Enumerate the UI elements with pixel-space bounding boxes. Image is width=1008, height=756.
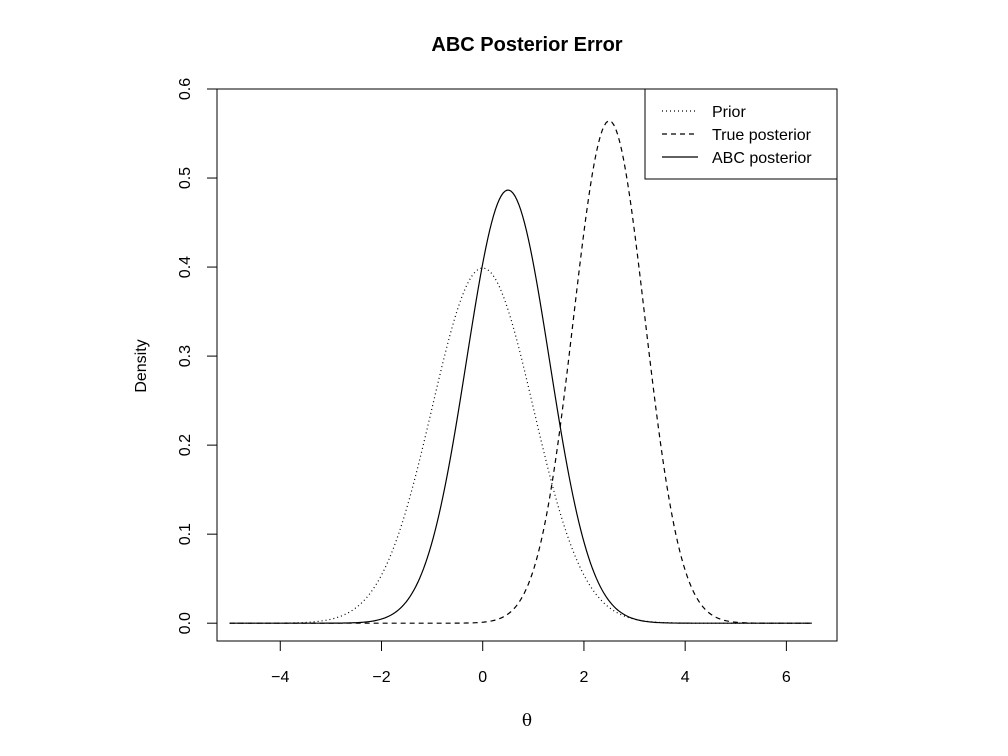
y-tick-label: 0.2: [177, 434, 194, 456]
x-tick-label: 4: [681, 669, 690, 686]
x-tick-label: 0: [478, 669, 487, 686]
y-axis-label: Density: [133, 339, 150, 392]
x-tick-label: −4: [271, 669, 289, 686]
x-axis: −4 −2 0 2 4 6: [271, 640, 791, 686]
series-line-prior: [229, 267, 812, 624]
y-tick-label: 0.3: [177, 345, 194, 367]
legend: Prior True posterior ABC posterior: [644, 88, 838, 180]
series-layer: [229, 120, 812, 624]
legend-box: [644, 88, 838, 180]
y-tick-label: 0.6: [177, 78, 194, 100]
x-tick-label: 2: [579, 669, 588, 686]
y-tick-label: 0.5: [177, 167, 194, 189]
y-axis: 0.0 0.1 0.2 0.3 0.4 0.5 0.6: [177, 78, 218, 634]
legend-label: ABC posterior: [712, 150, 812, 167]
x-axis-label: θ: [522, 711, 532, 731]
y-tick-label: 0.4: [177, 256, 194, 278]
x-tick-label: −2: [372, 669, 390, 686]
y-tick-label: 0.0: [177, 612, 194, 634]
legend-label: Prior: [712, 104, 746, 121]
y-tick-label: 0.1: [177, 523, 194, 545]
x-tick-label: 6: [782, 669, 791, 686]
series-line-true-posterior: [229, 120, 812, 624]
series-line-abc-posterior: [229, 189, 812, 624]
legend-label: True posterior: [712, 127, 812, 144]
chart-title: ABC Posterior Error: [431, 34, 622, 56]
